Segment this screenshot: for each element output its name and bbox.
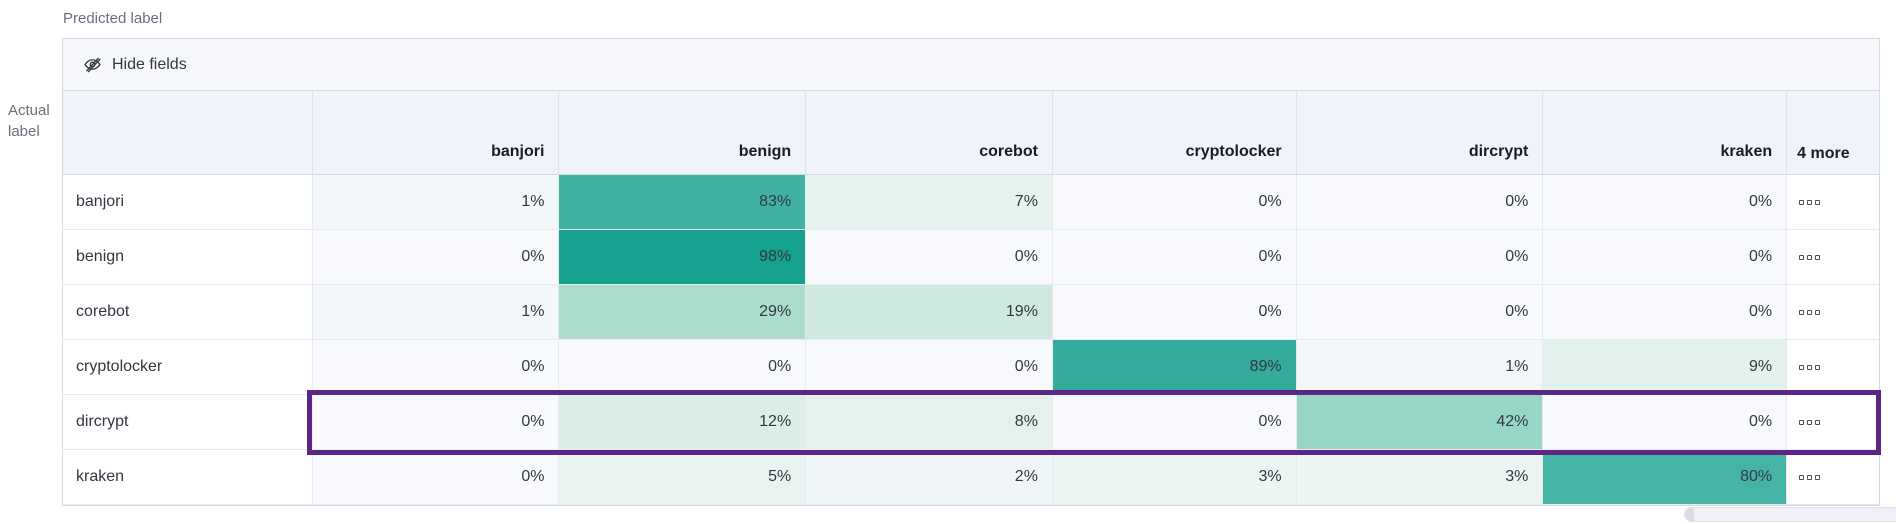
matrix-row-dircrypt: dircrypt 0% 12% 8% 0% 42% 0% — [63, 395, 1880, 450]
cell-corebot-dircrypt[interactable]: 0% — [1296, 285, 1544, 340]
horizontal-scrollbar[interactable] — [1684, 507, 1896, 522]
cell-dircrypt-cryptolocker[interactable]: 0% — [1052, 395, 1297, 450]
cell-dircrypt-corebot[interactable]: 8% — [806, 395, 1053, 450]
cell-banjori-corebot[interactable]: 7% — [806, 175, 1053, 230]
row-label-kraken: kraken — [63, 450, 313, 505]
cell-corebot-cryptolocker[interactable]: 0% — [1052, 285, 1297, 340]
row-actions-button[interactable] — [1787, 230, 1880, 285]
cell-benign-corebot[interactable]: 0% — [806, 230, 1053, 285]
cell-benign-dircrypt[interactable]: 0% — [1296, 230, 1544, 285]
predicted-axis-label: Predicted label — [63, 10, 163, 27]
cell-dircrypt-kraken[interactable]: 0% — [1543, 395, 1788, 450]
cell-corebot-kraken[interactable]: 0% — [1543, 285, 1788, 340]
cell-kraken-benign[interactable]: 5% — [559, 450, 807, 505]
row-label-banjori: banjori — [63, 175, 313, 230]
cell-cryptolocker-benign[interactable]: 0% — [559, 340, 807, 395]
cell-corebot-corebot[interactable]: 19% — [806, 285, 1053, 340]
boxes-horizontal-icon — [1799, 419, 1821, 425]
cell-dircrypt-banjori[interactable]: 0% — [312, 395, 560, 450]
cell-kraken-dircrypt[interactable]: 3% — [1296, 450, 1544, 505]
cell-banjori-banjori[interactable]: 1% — [312, 175, 560, 230]
row-label-dircrypt: dircrypt — [63, 395, 313, 450]
row-label-benign: benign — [63, 230, 313, 285]
column-header-banjori[interactable]: banjori — [312, 91, 560, 175]
cell-kraken-corebot[interactable]: 2% — [806, 450, 1053, 505]
cell-banjori-benign[interactable]: 83% — [559, 175, 807, 230]
cell-corebot-banjori[interactable]: 1% — [312, 285, 560, 340]
cell-kraken-kraken[interactable]: 80% — [1543, 450, 1788, 505]
actual-axis-label: Actual label — [8, 102, 50, 140]
row-label-cryptolocker: cryptolocker — [63, 340, 313, 395]
matrix-row-benign: benign 0% 98% 0% 0% 0% 0% — [63, 230, 1880, 285]
matrix-row-banjori: banjori 1% 83% 7% 0% 0% 0% — [63, 175, 1880, 230]
matrix-row-cryptolocker: cryptolocker 0% 0% 0% 89% 1% 9% — [63, 340, 1880, 395]
cell-cryptolocker-cryptolocker[interactable]: 89% — [1052, 340, 1297, 395]
column-header-more[interactable]: 4 more — [1787, 91, 1880, 175]
hide-fields-button[interactable]: Hide fields — [112, 55, 187, 73]
cell-corebot-benign[interactable]: 29% — [559, 285, 807, 340]
cell-benign-cryptolocker[interactable]: 0% — [1052, 230, 1297, 285]
boxes-horizontal-icon — [1799, 474, 1821, 480]
boxes-horizontal-icon — [1799, 254, 1821, 260]
matrix-row-kraken: kraken 0% 5% 2% 3% 3% 80% — [63, 450, 1880, 505]
row-actions-button[interactable] — [1787, 395, 1880, 450]
cell-cryptolocker-corebot[interactable]: 0% — [806, 340, 1053, 395]
row-actions-button[interactable] — [1787, 450, 1880, 505]
boxes-horizontal-icon — [1799, 199, 1821, 205]
scrollbar-thumb-edge — [1685, 508, 1694, 521]
row-label-corebot: corebot — [63, 285, 313, 340]
cell-benign-benign[interactable]: 98% — [559, 230, 807, 285]
header-corner-cell — [63, 91, 313, 175]
row-actions-button[interactable] — [1787, 340, 1880, 395]
header-row: banjori benign corebot cryptolocker dircrypt… — [63, 91, 1880, 175]
boxes-horizontal-icon — [1799, 364, 1821, 370]
cell-kraken-banjori[interactable]: 0% — [312, 450, 560, 505]
cell-cryptolocker-banjori[interactable]: 0% — [312, 340, 560, 395]
cell-kraken-cryptolocker[interactable]: 3% — [1052, 450, 1297, 505]
cell-banjori-cryptolocker[interactable]: 0% — [1052, 175, 1297, 230]
column-header-corebot[interactable]: corebot — [806, 91, 1053, 175]
cell-benign-banjori[interactable]: 0% — [312, 230, 560, 285]
row-actions-button[interactable] — [1787, 175, 1880, 230]
cell-cryptolocker-dircrypt[interactable]: 1% — [1296, 340, 1544, 395]
matrix-body: banjori benign corebot cryptolocker dircrypt… — [63, 91, 1880, 505]
cell-dircrypt-dircrypt[interactable]: 42% — [1296, 395, 1544, 450]
grid-toolbar: Hide fields — [63, 39, 1879, 91]
cell-dircrypt-benign[interactable]: 12% — [559, 395, 807, 450]
confusion-matrix-grid: Hide fields banjori benign corebot cryptolo… — [62, 38, 1881, 506]
row-actions-button[interactable] — [1787, 285, 1880, 340]
column-header-kraken[interactable]: kraken — [1543, 91, 1788, 175]
eye-closed-icon — [83, 55, 102, 74]
cell-banjori-kraken[interactable]: 0% — [1543, 175, 1788, 230]
cell-banjori-dircrypt[interactable]: 0% — [1296, 175, 1544, 230]
column-header-cryptolocker[interactable]: cryptolocker — [1052, 91, 1297, 175]
column-header-dircrypt[interactable]: dircrypt — [1296, 91, 1544, 175]
column-header-benign[interactable]: benign — [559, 91, 807, 175]
boxes-horizontal-icon — [1799, 309, 1821, 315]
matrix-row-corebot: corebot 1% 29% 19% 0% 0% 0% — [63, 285, 1880, 340]
cell-benign-kraken[interactable]: 0% — [1543, 230, 1788, 285]
cell-cryptolocker-kraken[interactable]: 9% — [1543, 340, 1788, 395]
